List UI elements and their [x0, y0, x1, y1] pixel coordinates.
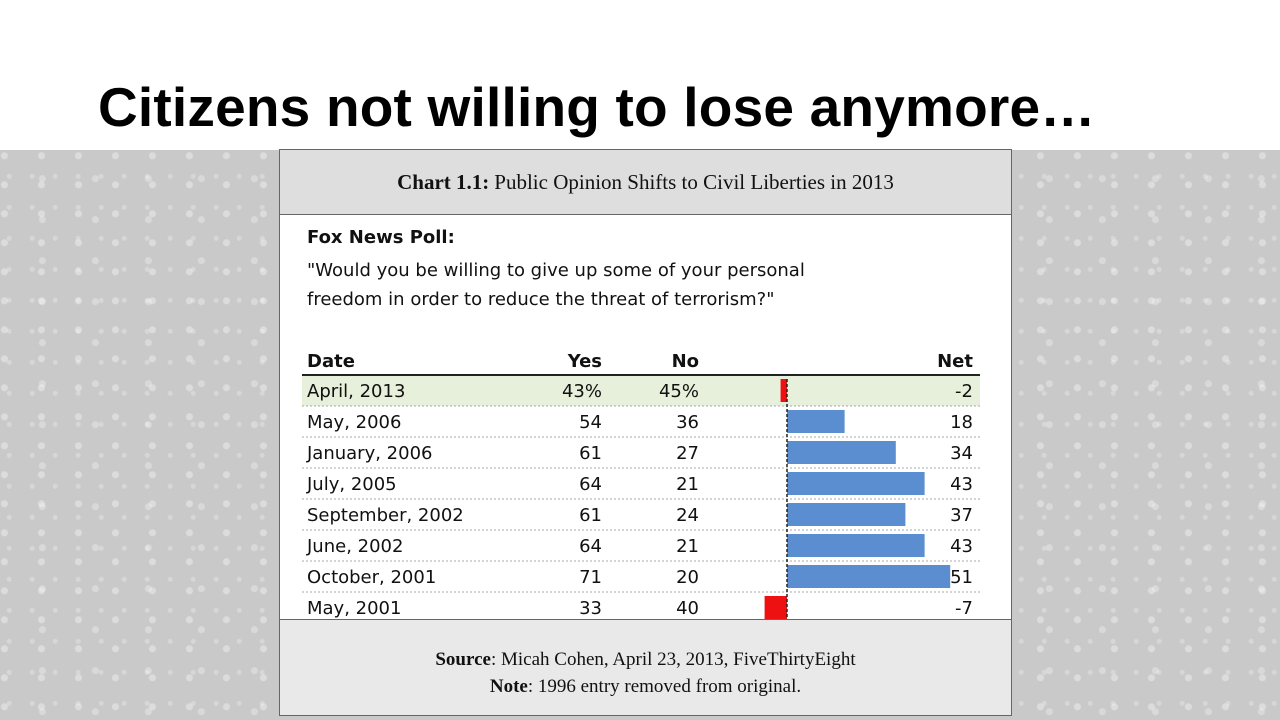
source-text: : Micah Cohen, April 23, 2013, FiveThirt… — [490, 649, 856, 670]
cell-net: 34 — [950, 443, 973, 464]
note-label: Note — [489, 676, 528, 697]
cell-date: April, 2013 — [307, 381, 405, 402]
cell-net: 18 — [950, 412, 973, 433]
net-bar-positive — [787, 472, 925, 495]
net-bar-positive — [787, 534, 925, 557]
cell-no: 24 — [676, 505, 699, 526]
net-bar-positive — [787, 410, 845, 433]
column-header: Yes — [567, 351, 602, 372]
cell-date: September, 2002 — [307, 505, 464, 526]
cell-date: June, 2002 — [306, 536, 403, 557]
chart-number: Chart 1.1: — [397, 169, 490, 194]
cell-date: May, 2006 — [307, 412, 401, 433]
cell-no: 36 — [676, 412, 699, 433]
source-line: Source: Micah Cohen, April 23, 2013, Fiv… — [280, 646, 1011, 673]
column-header: No — [672, 351, 699, 372]
note-text: : 1996 entry removed from original. — [527, 676, 802, 697]
poll-table: Date Yes No Net April, 2013 43% 45% -2 May, 2006… — [302, 351, 980, 619]
cell-date: October, 2001 — [307, 567, 436, 588]
cell-no: 45% — [659, 381, 699, 402]
cell-yes: 54 — [579, 412, 602, 433]
cell-yes: 43% — [562, 381, 602, 402]
cell-no: 27 — [676, 443, 699, 464]
cell-net: 51 — [950, 567, 973, 588]
cell-no: 20 — [676, 567, 699, 588]
chart-header: Chart 1.1: Public Opinion Shifts to Civi… — [280, 150, 1011, 215]
cell-net: -2 — [955, 381, 973, 402]
net-bar-positive — [787, 565, 951, 588]
cell-yes: 71 — [579, 567, 602, 588]
cell-yes: 61 — [579, 443, 602, 464]
net-bar-positive — [787, 441, 896, 464]
column-header: Net — [937, 351, 973, 372]
cell-yes: 61 — [579, 505, 602, 526]
cell-net: -7 — [955, 598, 973, 619]
cell-net: 37 — [950, 505, 973, 526]
cell-date: May, 2001 — [307, 598, 401, 619]
chart-footer: Source: Micah Cohen, April 23, 2013, Fiv… — [280, 619, 1011, 715]
column-header: Date — [307, 351, 355, 372]
source-label: Source — [435, 649, 491, 670]
net-bar-negative — [780, 379, 787, 402]
poll-label: Fox News Poll: — [307, 227, 455, 248]
highlight-row-bg — [302, 376, 980, 406]
cell-yes: 33 — [579, 598, 602, 619]
cell-yes: 64 — [579, 536, 602, 557]
slide-title: Citizens not willing to lose anymore… — [98, 76, 1096, 138]
chart-panel: Chart 1.1: Public Opinion Shifts to Civi… — [279, 149, 1012, 716]
cell-no: 21 — [676, 474, 699, 495]
cell-net: 43 — [950, 536, 973, 557]
cell-date: July, 2005 — [306, 474, 397, 495]
poll-question: "Would you be willing to give up some of… — [307, 260, 805, 310]
note-line: Note: 1996 entry removed from original. — [280, 673, 1011, 700]
cell-no: 21 — [676, 536, 699, 557]
cell-date: January, 2006 — [306, 443, 433, 464]
cell-yes: 64 — [579, 474, 602, 495]
cell-no: 40 — [676, 598, 699, 619]
cell-net: 43 — [950, 474, 973, 495]
net-bar-negative — [764, 596, 787, 619]
net-bar-positive — [787, 503, 906, 526]
chart-title: Public Opinion Shifts to Civil Liberties… — [494, 169, 894, 194]
